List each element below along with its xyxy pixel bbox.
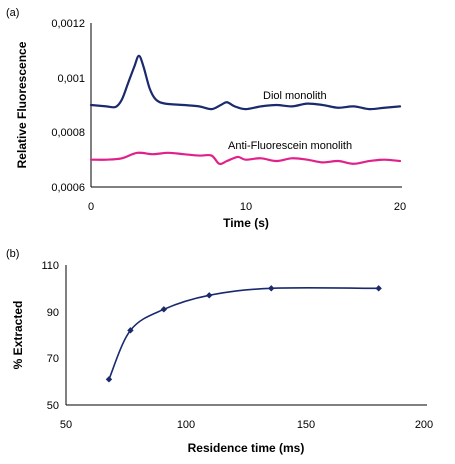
data-point: [105, 376, 113, 383]
data-point: [375, 285, 382, 292]
chart-a-x-tick: 20: [394, 201, 406, 213]
series-line-diol-monolith: [89, 54, 402, 111]
chart-b-x-tick: 100: [177, 419, 195, 431]
chart-a-y-tick: 0,001: [57, 73, 85, 85]
chart-a-y-tick: 0,0012: [51, 18, 85, 30]
chart-a-y-tick: 0,0006: [51, 182, 85, 194]
chart-b-y-tick: 70: [47, 353, 59, 365]
chart-b-x-label: Residence time (ms): [188, 441, 305, 455]
data-point: [268, 285, 275, 292]
chart-b: (b) 50 70 90 110 50 100 150 200 Residenc…: [6, 248, 433, 455]
chart-b-x-tick: 200: [415, 419, 433, 431]
chart-a-x-tick: 0: [88, 201, 94, 213]
series-label-diol-monolith: Diol monolith: [263, 90, 327, 102]
data-point: [160, 306, 168, 313]
chart-b-y-tick: 110: [41, 260, 59, 272]
chart-b-y-tick: 90: [47, 307, 59, 319]
panel-a-label: (a): [6, 7, 19, 19]
chart-a-y-label: Relative Fluorescence: [15, 41, 29, 168]
chart-a-x-tick: 10: [240, 201, 252, 213]
data-point: [206, 292, 213, 299]
chart-b-y-tick: 50: [47, 400, 59, 412]
panel-b-label: (b): [6, 248, 19, 260]
series-label-anti-fluorescein-monolith: Anti-Fluorescein monolith: [228, 140, 352, 152]
chart-a-y-tick: 0,0008: [51, 127, 85, 139]
chart-a-x-label: Time (s): [223, 216, 269, 230]
chart-b-x-tick: 50: [60, 419, 72, 431]
chart-b-x-tick: 150: [297, 419, 315, 431]
series-line-anti-fluorescein-monolith: [89, 151, 402, 166]
series-line-extraction: [108, 287, 379, 380]
chart-a: (a) 0,0006 0,0008 0,001 0,0012 0 10 20 T…: [6, 7, 406, 230]
chart-b-y-label: % Extracted: [11, 301, 25, 370]
data-point: [127, 327, 134, 334]
chart-b-points: [105, 285, 382, 383]
